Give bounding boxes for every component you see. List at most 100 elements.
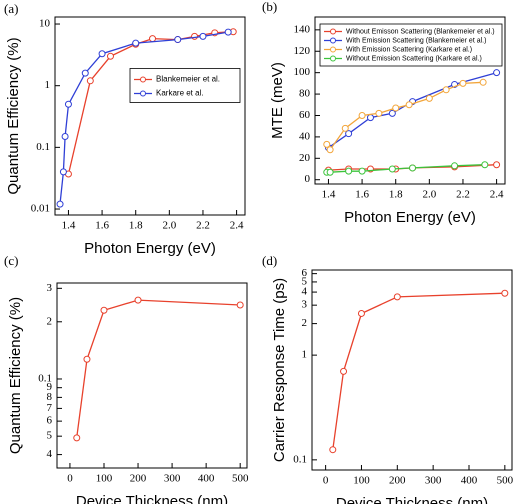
data-point [83,355,91,363]
data-line [332,292,505,450]
x-tick-label: 1.6 [355,189,369,201]
data-point [341,124,349,132]
y-axis-title: Carrier Response Time (ps) [271,278,288,462]
y-tick-label: 7 [47,402,53,414]
data-point [459,79,467,87]
data-point [358,111,366,119]
legend-marker [330,55,336,62]
x-tick-label: 200 [389,475,406,487]
y-tick-label: 140 [294,23,311,35]
data-point [442,86,450,94]
data-point [64,100,72,108]
y-tick-label: 5 [302,275,308,287]
data-point [405,101,413,109]
y-axis-title: MTE (meV) [269,62,286,139]
legend-box [319,23,503,67]
data-point [340,367,348,375]
x-tick-label: 400 [198,473,215,485]
data-point [224,28,232,36]
legend-marker [330,46,336,53]
y-tick-label: 60 [299,109,311,121]
data-point [98,50,106,58]
plot-frame [56,282,248,469]
data-point [326,146,334,154]
data-point [493,69,501,77]
data-point [81,69,89,77]
legend-marker [330,37,336,44]
x-tick-label: 2.2 [456,189,470,201]
data-line [326,81,484,151]
data-point [56,200,64,208]
x-tick-label: 1.4 [322,189,336,201]
y-axis-title: Quantum Efficiency (%) [5,37,22,194]
data-point [501,289,509,297]
x-tick-label: 2.4 [230,220,244,232]
data-point [493,161,501,169]
x-tick-label: 400 [461,475,478,487]
data-point [326,168,334,176]
y-tick-label: 20 [299,152,311,164]
legend-label: With Emission Scattering (Karkare et al.… [346,46,472,53]
y-tick-label: 2 [47,315,53,327]
data-point [425,94,433,102]
x-tick-label: 100 [96,473,113,485]
data-point [345,130,353,138]
legend-label: Without Emisson Scattering (Blankemeier … [346,28,495,35]
y-tick-label: 10 [39,18,51,30]
data-point [61,132,69,140]
legend-label: Blankemeier et al. [156,75,220,84]
x-tick-label: 300 [164,473,181,485]
data-point [357,309,365,317]
data-point [329,446,337,454]
data-point [345,167,353,175]
data-point [73,434,81,442]
x-tick-label: 2.2 [196,220,210,232]
x-tick-label: 2.0 [162,220,176,232]
data-point [366,114,374,122]
data-point [479,78,487,86]
legend-label: Karkare et al. [156,89,204,98]
y-tick-label: 1 [302,349,308,361]
y-tick-label: 80 [299,88,311,100]
x-tick-label: 1.8 [129,220,143,232]
legend-marker [330,28,336,35]
y-tick-label: 9 [47,381,53,393]
data-point [358,167,366,175]
data-point [86,77,94,85]
x-axis-title: Photon Energy (eV) [344,209,476,226]
x-tick-label: 1.8 [389,189,403,201]
legend-marker [140,90,146,97]
data-point [323,140,331,148]
y-tick-label: 0 [305,173,311,185]
x-tick-label: 500 [232,473,249,485]
data-point [388,109,396,117]
data-point [199,32,207,40]
y-tick-label: 4 [47,448,53,460]
y-tick-label: 6 [302,267,308,279]
x-axis-title: Device Thickness (nm) [336,495,488,504]
data-point [106,52,114,60]
x-tick-label: 0 [323,475,329,487]
y-tick-label: 8 [47,391,53,403]
x-tick-label: 300 [425,475,442,487]
x-tick-label: 2.4 [490,189,504,201]
data-point [481,161,489,169]
data-point [375,109,383,117]
data-point [393,293,401,301]
data-point [191,32,199,40]
y-tick-label: 0.1 [293,453,307,465]
plot-frame [54,16,246,216]
y-axis-title: Quantum Efficiency (%) [7,297,24,454]
data-point [134,296,142,304]
data-line [59,31,229,205]
plot-frame [314,16,506,185]
panel-label: (c) [4,253,18,268]
x-tick-label: 100 [353,475,370,487]
y-tick-label: 100 [294,66,311,78]
y-tick-label: 1 [45,79,51,91]
data-line [76,299,241,438]
plot-frame [311,269,513,471]
x-tick-label: 1.4 [62,220,76,232]
x-tick-label: 500 [497,475,514,487]
